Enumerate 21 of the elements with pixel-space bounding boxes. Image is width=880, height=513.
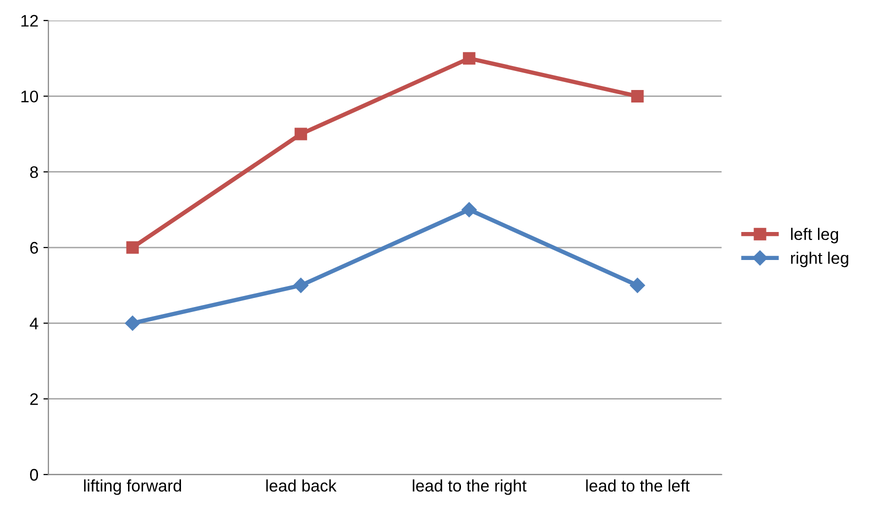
x-tick-label: lifting forward [84, 479, 182, 495]
x-tick-label: lead back [266, 479, 337, 492]
y-tick-label: 6 [30, 242, 38, 254]
point [124, 316, 140, 331]
y-tick-label: 10 [21, 90, 38, 102]
point [293, 278, 308, 293]
point [462, 52, 476, 65]
x-tick-label: lead to the right [412, 479, 526, 495]
y-tick-label: 12 [21, 14, 38, 27]
y-tick-label: 8 [30, 166, 38, 178]
y-tick-label: 0 [30, 468, 38, 481]
point [631, 90, 644, 102]
point [630, 278, 646, 293]
legend-label: left leg [791, 228, 838, 244]
point [126, 241, 139, 254]
x-tick-label: lead to the left [586, 479, 690, 492]
legend-label: right leg [791, 252, 848, 268]
y-tick-label: 2 [30, 393, 38, 405]
point [462, 202, 477, 218]
point [294, 128, 308, 140]
y-tick-label: 4 [30, 318, 38, 330]
